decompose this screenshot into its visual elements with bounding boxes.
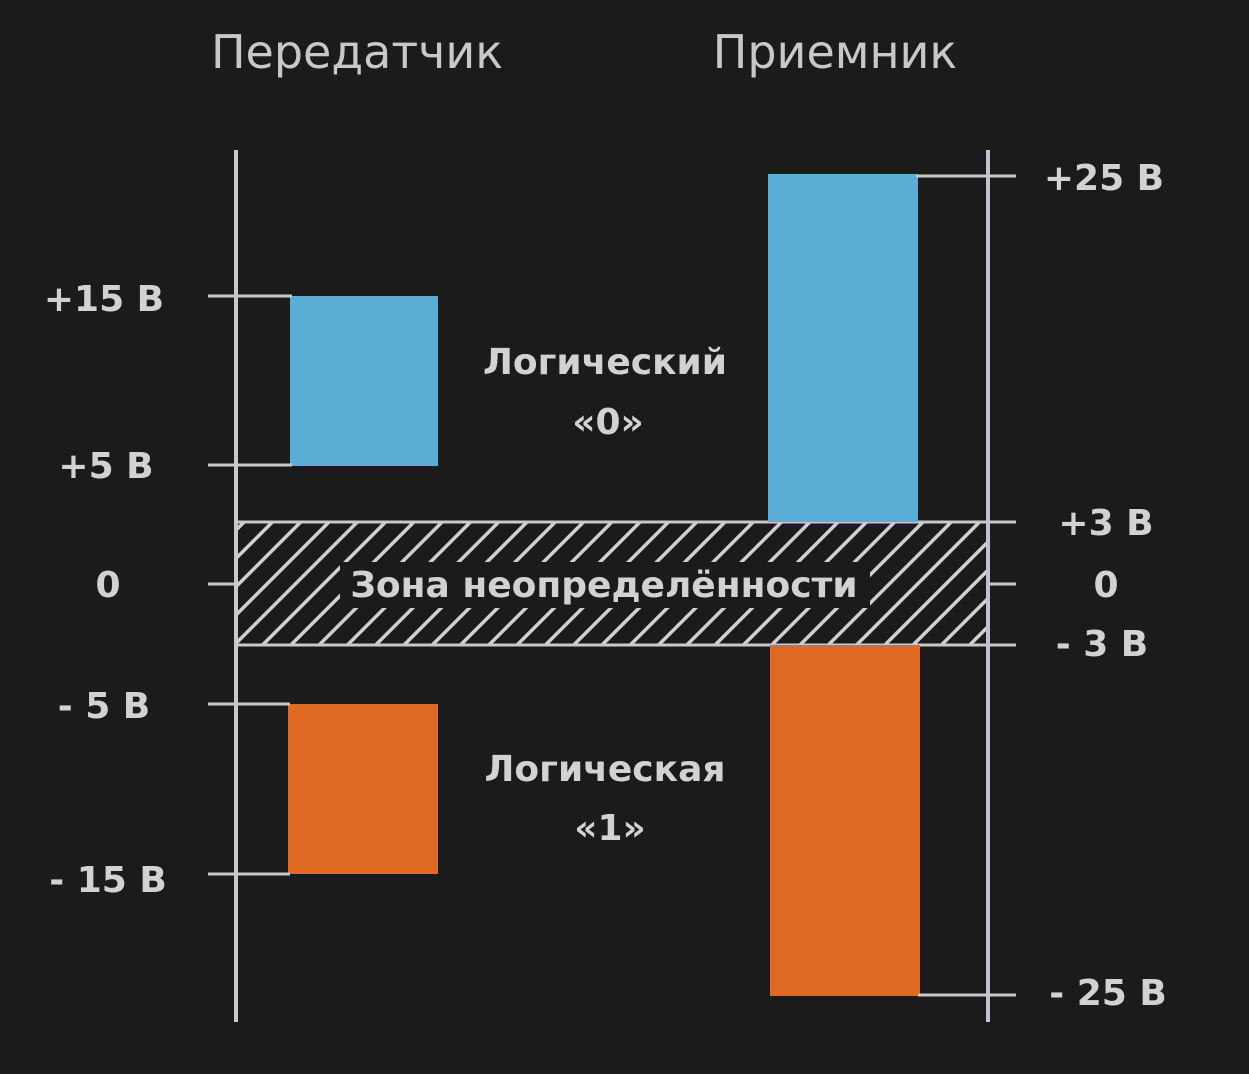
label-plus15: +15 В <box>44 279 164 320</box>
undefined-zone-label-bg <box>340 562 870 608</box>
transmitter-title: Передатчик <box>211 25 503 79</box>
transmitter-logic0-bar <box>290 296 438 466</box>
receiver-logic1-bar <box>770 645 920 996</box>
receiver-title: Приемник <box>713 25 957 79</box>
undefined-zone-label: Зона неопределённости <box>350 565 857 606</box>
label-plus5: +5 В <box>58 446 153 487</box>
label-minus25: - 25 В <box>1049 973 1167 1014</box>
logic1-label-line2: «1» <box>574 808 646 849</box>
label-plus25: +25 В <box>1044 158 1164 199</box>
transmitter-logic1-bar <box>288 704 438 874</box>
logic0-label-line1: Логический <box>483 342 727 383</box>
label-minus5: - 5 В <box>58 686 151 727</box>
label-plus3: +3 В <box>1058 503 1153 544</box>
label-tx-zero: 0 <box>95 565 120 606</box>
logic1-label-line1: Логическая <box>485 749 726 790</box>
label-rx-zero: 0 <box>1093 565 1118 606</box>
receiver-logic0-bar <box>768 174 918 522</box>
label-minus15: - 15 В <box>49 860 167 901</box>
logic0-label-line2: «0» <box>572 402 644 443</box>
label-minus3: - 3 В <box>1056 624 1149 665</box>
